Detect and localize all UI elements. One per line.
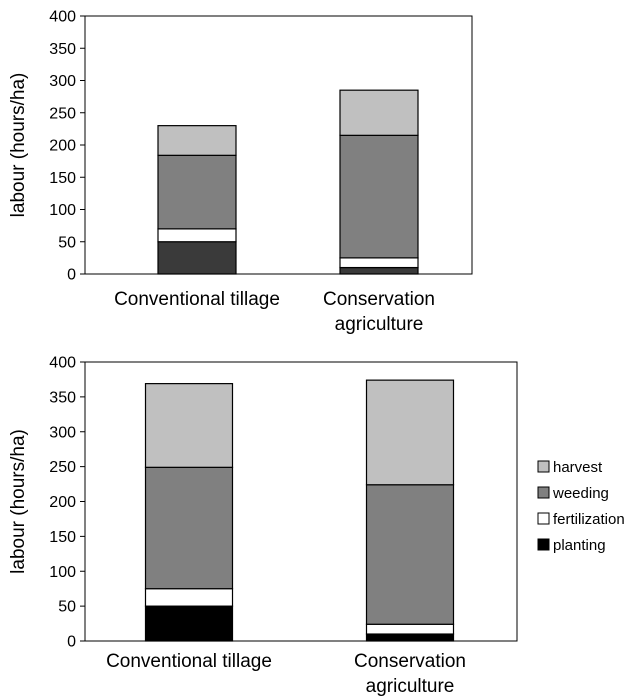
bar-segment-fertilization — [339, 257, 419, 269]
chart-1: 0 50 100 150 200 250 300 350 400 labour (hours/ha… — [8, 9, 473, 335]
y-axis-title: labour (hours/ha) — [8, 429, 29, 574]
y-tick-label: 150 — [49, 529, 76, 546]
y-axis-title: labour (hours/ha) — [8, 73, 29, 218]
bar-segment-weeding — [144, 466, 234, 590]
y-tick-label: 50 — [58, 234, 76, 251]
legend-swatch-planting — [537, 538, 550, 551]
y-tick-label: 250 — [49, 459, 76, 476]
category-label: Conventional tillage — [106, 651, 272, 672]
legend-label-fertilization: fertilization — [553, 511, 625, 528]
legend-swatch-fertilization — [537, 512, 550, 525]
legend-swatch-weeding — [537, 486, 550, 499]
legend-label-harvest: harvest — [553, 459, 603, 476]
y-tick-label: 200 — [49, 138, 76, 155]
y-tick-label: 300 — [49, 73, 76, 90]
bar-segment-fertilization — [144, 588, 234, 607]
y-tick-label: 0 — [67, 267, 76, 284]
y-tick-label: 250 — [49, 105, 76, 122]
y-tick-label: 350 — [49, 41, 76, 58]
bar-segment-harvest — [339, 89, 419, 136]
legend-swatch-harvest — [537, 460, 550, 473]
bar-segment-harvest — [144, 383, 234, 468]
bar-segment-harvest — [365, 379, 455, 486]
category-label: agriculture — [366, 676, 455, 697]
legend: harvest weeding fertilization planting — [537, 459, 625, 554]
y-tick-label: 200 — [49, 494, 76, 511]
y-tick-label: 0 — [67, 634, 76, 651]
bar-segment-weeding — [365, 484, 455, 625]
y-tick-label: 350 — [49, 389, 76, 406]
bar-segment-weeding — [157, 154, 237, 230]
y-tick-label: 300 — [49, 424, 76, 441]
category-label: Conservation — [323, 289, 435, 310]
bar-segment-harvest — [157, 125, 237, 156]
category-label: Conventional tillage — [114, 289, 280, 310]
y-tick-label: 50 — [58, 599, 76, 616]
bar-segment-planting — [157, 241, 237, 275]
bar-segment-fertilization — [365, 623, 455, 635]
y-tick-label: 100 — [49, 202, 76, 219]
y-tick-label: 400 — [49, 9, 76, 26]
y-tick-label: 150 — [49, 170, 76, 187]
bar-segment-fertilization — [157, 228, 237, 243]
legend-label-planting: planting — [553, 537, 606, 554]
bar-segment-weeding — [339, 134, 419, 259]
bar-segment-planting — [144, 605, 234, 642]
bar-segment-planting — [339, 266, 419, 275]
y-tick-label: 400 — [49, 355, 76, 372]
category-label: agriculture — [335, 314, 424, 335]
legend-label-weeding: weeding — [552, 485, 609, 502]
category-label: Conservation — [354, 651, 466, 672]
chart-2: 0 50 100 150 200 250 300 350 400 labour (hours/ha… — [8, 355, 625, 697]
bar-segment-planting — [365, 633, 455, 642]
y-tick-label: 100 — [49, 564, 76, 581]
